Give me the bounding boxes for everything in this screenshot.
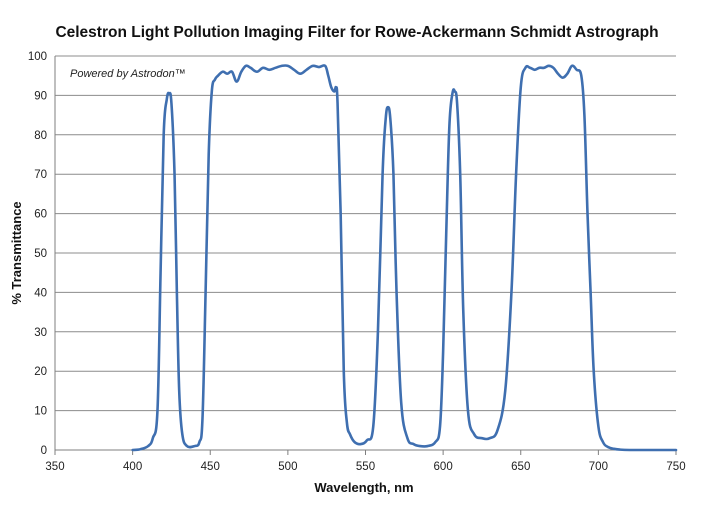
- series: [131, 64, 678, 452]
- x-tick-label-350: 350: [45, 461, 64, 473]
- x-tick-label-750: 750: [666, 461, 685, 473]
- x-tick-label-600: 600: [434, 461, 453, 473]
- x-tick-label-700: 700: [589, 461, 608, 473]
- y-tick-label-20: 20: [34, 366, 47, 378]
- x-tick-labels: 350 400 450 500 550 600 650 700 750: [45, 461, 685, 473]
- transmittance-line-0: [131, 64, 678, 452]
- y-tick-label-40: 40: [34, 287, 47, 299]
- y-tick-label-30: 30: [34, 327, 47, 339]
- x-tick-label-550: 550: [356, 461, 375, 473]
- x-axis-title: Wavelength, nm: [314, 480, 413, 495]
- axes: [54, 56, 677, 455]
- y-tick-label-70: 70: [34, 169, 47, 181]
- y-tick-label-100: 100: [28, 51, 47, 63]
- y-tick-label-80: 80: [34, 130, 47, 142]
- chart-title: Celestron Light Pollution Imaging Filter…: [55, 24, 658, 41]
- y-tick-label-0: 0: [41, 445, 47, 457]
- y-tick-label-10: 10: [34, 406, 47, 418]
- y-tick-label-50: 50: [34, 248, 47, 260]
- y-tick-label-90: 90: [34, 90, 47, 102]
- y-tick-labels: 0 10 20 30 40 50 60 70 80 90 100: [28, 51, 47, 457]
- y-axis-title: % Transmittance: [9, 201, 24, 304]
- y-tick-label-60: 60: [34, 209, 47, 221]
- x-tick-label-400: 400: [123, 461, 142, 473]
- powered-by-annotation: Powered by Astrodon™: [70, 68, 186, 80]
- x-tick-label-450: 450: [201, 461, 220, 473]
- x-tick-label-650: 650: [511, 461, 530, 473]
- x-tick-label-500: 500: [278, 461, 297, 473]
